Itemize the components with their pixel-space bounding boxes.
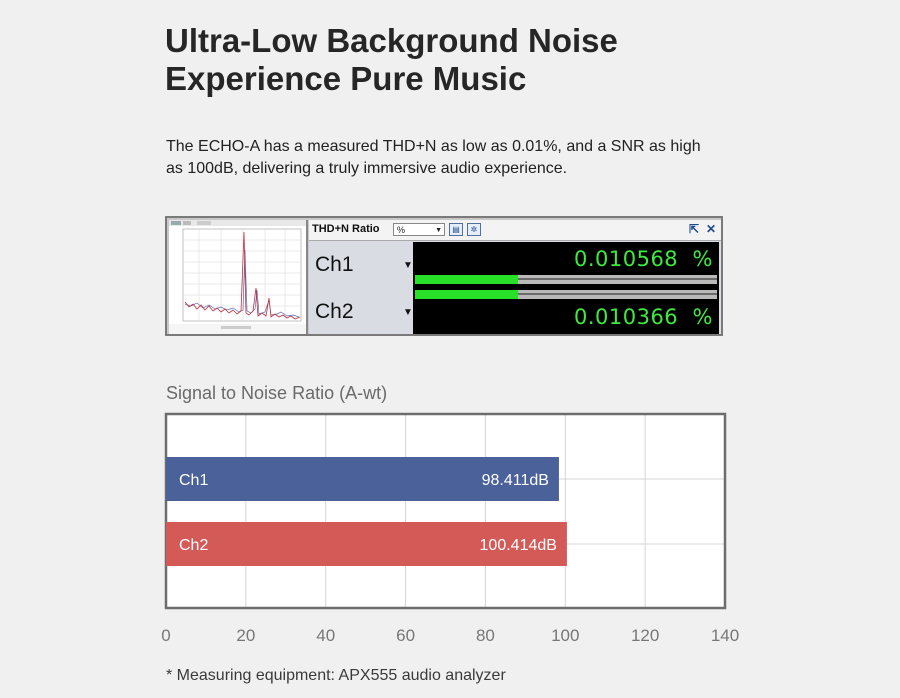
footnote: * Measuring equipment: APX555 audio anal… — [166, 667, 506, 684]
description-line-1: The ECHO-A has a measured THD+N as low a… — [166, 138, 701, 155]
chart-title: Signal to Noise Ratio (A-wt) — [166, 383, 388, 403]
title-line-1: Ultra-Low Background Noise — [165, 22, 618, 59]
description: The ECHO-A has a measured THD+N as low a… — [166, 136, 726, 180]
ch2-readout: 0.010366 % — [574, 305, 713, 329]
chevron-down-icon: ▼ — [435, 227, 442, 234]
ch1-level-fill — [415, 275, 518, 284]
analyzer-panel: THD+N Ratio % ▼ ▤ ✲ ⇱ ✕ Ch1 ▼ Ch2 ▼ 0.01… — [165, 216, 723, 336]
meter-display: 0.010568 % 0.010366 % — [413, 242, 719, 334]
ch2-level-fill — [415, 290, 518, 299]
bar-category-label: Ch2 — [179, 537, 208, 554]
graph-settings-icon[interactable]: ▤ — [449, 223, 463, 236]
plot-area — [166, 414, 725, 608]
ch1-dropdown-icon[interactable]: ▼ — [403, 260, 413, 271]
ch1-value: 0.010568 — [573, 247, 679, 271]
x-tick-label: 100 — [551, 626, 579, 645]
description-line-2: as 100dB, delivering a truly immersive a… — [166, 160, 568, 177]
ch2-unit: % — [692, 305, 713, 329]
x-tick-label: 60 — [396, 626, 415, 645]
pop-out-icon[interactable]: ⇱ — [689, 222, 700, 236]
ch2-dropdown-icon[interactable]: ▼ — [403, 307, 413, 318]
bar-category-label: Ch1 — [179, 472, 208, 489]
ch1-readout: 0.010568 % — [574, 247, 713, 271]
x-tick-label: 0 — [161, 626, 170, 645]
ch2-label: Ch2 — [315, 300, 354, 323]
ch1-label: Ch1 — [315, 253, 354, 276]
bar-ch1 — [166, 457, 559, 501]
bar-value-label: 100.414dB — [480, 537, 557, 554]
x-tick-label: 140 — [711, 626, 739, 645]
bar-ch2 — [166, 522, 567, 566]
x-tick-label: 20 — [236, 626, 255, 645]
ch2-level-bar — [415, 290, 717, 299]
fft-spectrum-plot — [169, 220, 308, 334]
gear-icon[interactable]: ✲ — [467, 223, 481, 236]
bar-value-label: 98.411dB — [482, 472, 549, 489]
x-tick-label: 40 — [316, 626, 335, 645]
page-title: Ultra-Low Background Noise Experience Pu… — [165, 22, 618, 98]
unit-select[interactable]: % ▼ — [393, 223, 445, 236]
meter-title: THD+N Ratio — [312, 223, 380, 235]
ch1-unit: % — [692, 247, 713, 271]
meter-toolbar: THD+N Ratio % ▼ ▤ ✲ ⇱ ✕ — [309, 220, 721, 241]
ch2-value: 0.010366 — [573, 305, 679, 329]
close-icon[interactable]: ✕ — [706, 222, 717, 236]
ch1-level-bar — [415, 275, 717, 284]
x-tick-label: 80 — [476, 626, 495, 645]
thdn-meter: THD+N Ratio % ▼ ▤ ✲ ⇱ ✕ Ch1 ▼ Ch2 ▼ 0.01… — [309, 220, 721, 334]
plot-border — [164, 412, 727, 610]
title-line-2: Experience Pure Music — [165, 60, 527, 97]
unit-select-value: % — [397, 225, 406, 235]
x-tick-label: 120 — [631, 626, 659, 645]
